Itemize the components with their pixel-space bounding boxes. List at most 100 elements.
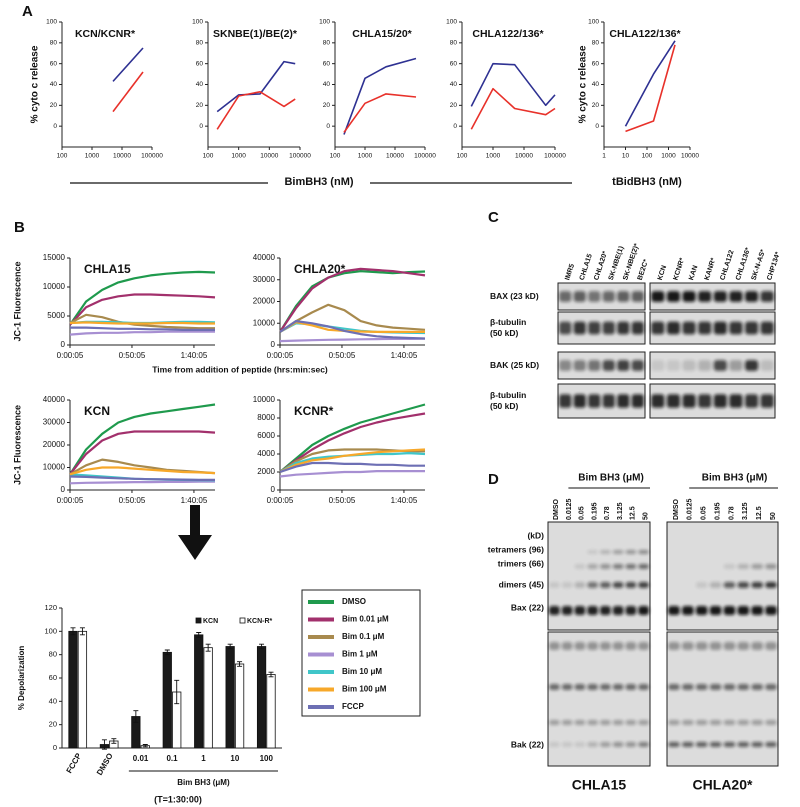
band [549,642,560,650]
y-tick-label: 80 [50,40,58,47]
band [631,394,644,408]
band [737,742,750,747]
legend-label: Bim 100 μM [342,685,387,694]
band [587,582,598,588]
band [723,582,736,588]
panel-label: B [14,219,25,236]
band [587,550,598,554]
bar [225,646,235,749]
band [709,606,722,615]
band [600,642,611,650]
lane-label: BE2C* [637,258,650,281]
band [765,582,777,588]
y-tick-label: 20 [323,102,331,109]
band [723,742,736,747]
band [561,684,573,690]
y-axis-label: % Depolarization [17,646,26,711]
y-tick-label: 60 [450,60,458,67]
band [668,684,680,690]
y-tick-label: 20000 [43,440,66,449]
error-bar [196,632,202,638]
band [695,582,708,588]
band [765,606,777,615]
band [695,742,708,747]
band [682,394,696,408]
y-tick-label: 20000 [253,297,276,306]
data-line [343,93,417,133]
band [668,720,680,725]
band [625,550,637,554]
data-line [470,87,556,130]
lane-label: 0.05 [579,506,586,520]
band [638,742,649,747]
band [729,321,743,335]
lane-label: KANR* [704,257,718,281]
band [723,684,736,690]
y-tick-label: 0 [595,123,599,130]
shared-x-label: Time from addition of peptide (hrs:min:s… [152,364,328,374]
band [574,742,586,747]
band [638,642,649,650]
group-header: Bim BH3 (μM) [702,473,768,484]
band [612,582,624,588]
arrow [178,505,212,560]
band [602,321,615,335]
band [549,606,560,615]
x-tick-label: 10 [622,153,630,160]
band [682,291,696,302]
band [723,642,736,650]
band [745,321,759,335]
band [668,742,680,747]
panel-label: A [22,3,33,20]
label-bg [268,174,370,190]
x-tick-label: 10000 [113,153,131,160]
error-bar [174,679,180,705]
x-tick-label: 100 [260,754,274,763]
band [561,606,573,615]
y-tick-label: 6000 [257,431,275,440]
y-tick-label: 4000 [257,449,275,458]
band [574,564,586,569]
panel-label: D [488,471,499,488]
x-tick-label: 0.01 [133,754,149,763]
band [625,642,637,650]
band [668,606,680,615]
band [666,394,680,408]
chart-title: CHLA20* [294,262,346,276]
band [559,394,572,408]
band [695,684,708,690]
band [602,360,615,371]
x-tick-label: 1 [201,754,206,763]
y-tick-label: 40 [323,81,331,88]
band [561,642,573,650]
y-tick-label: 60 [592,60,600,67]
lane-label: CHLA20* [593,250,609,281]
x-tick-label: 100 [457,153,468,160]
x-axis-label: Bim BH3 (μM) [177,778,230,787]
x-tick-label: 1:40:05 [181,496,208,505]
y-axis-label: % cyto c release [30,45,41,123]
panel-label: C [488,209,499,226]
band [587,606,598,615]
lane-label: 12.5 [630,506,637,520]
error-bar [164,649,170,656]
band [625,606,637,615]
x-tick-label: 1:40:05 [391,496,418,505]
band [709,720,722,725]
bar [234,663,245,749]
legend-swatch [195,617,202,624]
band [682,321,696,335]
lane-label: SK-N-AS* [751,248,768,281]
data-line [69,403,216,475]
band [625,582,637,588]
x-tick-label: 1000 [231,153,246,160]
band [612,550,624,554]
band [638,582,649,588]
data-line [470,62,556,107]
x-tick-label: 0:00:05 [267,351,294,360]
x-tick-label: 0:50:05 [119,351,146,360]
band [751,564,764,569]
band [737,642,750,650]
x-tick-label: 1000 [358,153,373,160]
